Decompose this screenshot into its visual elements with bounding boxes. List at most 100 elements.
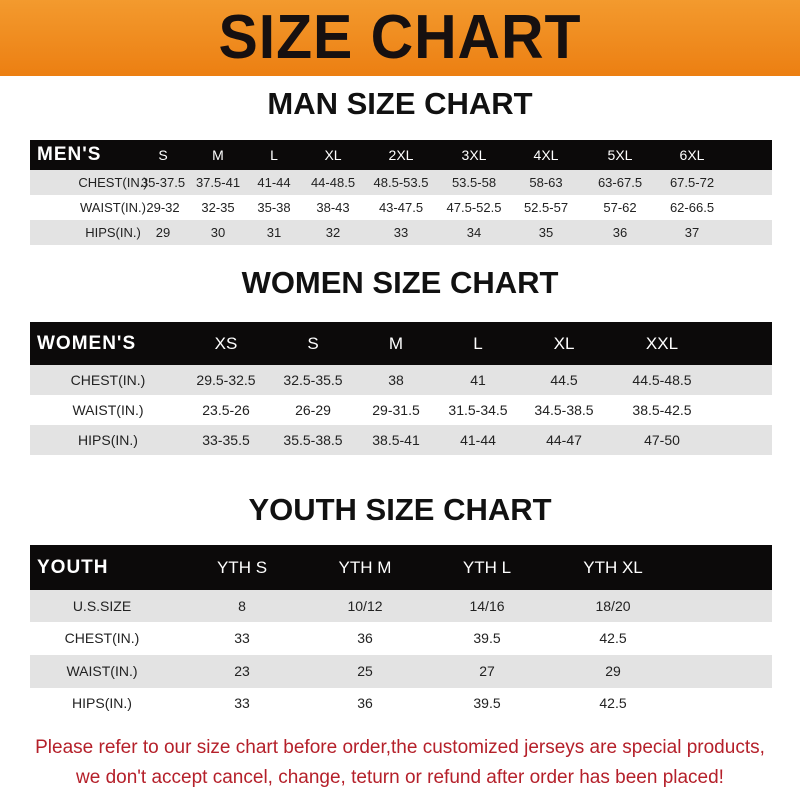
table-cell: 58-63 — [529, 175, 563, 190]
banner: SIZE CHART — [0, 0, 800, 76]
table-cell: 32.5-35.5 — [283, 372, 343, 388]
row-label: U.S.SIZE — [72, 598, 132, 614]
row-label: HIPS(IN.) — [78, 432, 138, 448]
table-cell: 31 — [266, 225, 282, 240]
table-cell: 29-31.5 — [372, 402, 420, 418]
row-label: WAIST(IN.) — [66, 663, 138, 679]
row-label: HIPS(IN.) — [85, 225, 141, 240]
row-label: HIPS(IN.) — [72, 695, 132, 711]
table-cell: 43-47.5 — [378, 200, 424, 215]
size-header-cell: YTH S — [216, 558, 268, 577]
table-cell: 8 — [238, 598, 246, 614]
size-header-cell: XS — [214, 334, 238, 353]
table-cell: 31.5-34.5 — [448, 402, 508, 418]
row-label: CHEST(IN.) — [78, 175, 148, 190]
size-header-cell: S — [158, 147, 168, 163]
table-row: HIPS(IN.) 29 30 31 32 33 34 35 36 37 — [30, 220, 772, 245]
table-cell: 41 — [470, 372, 486, 388]
size-header-cell: M — [212, 147, 224, 163]
table-cell: 36 — [357, 630, 373, 646]
table-cell: 41-44 — [257, 175, 291, 190]
table-cell: 27 — [479, 663, 495, 679]
table-cell: 29 — [605, 663, 621, 679]
table-cell: 67.5-72 — [669, 175, 715, 190]
table-cell: 14/16 — [469, 598, 505, 614]
size-header-cell: XL — [324, 147, 342, 163]
size-header-cell: 2XL — [388, 147, 414, 163]
table-cell: 44-48.5 — [310, 175, 356, 190]
table-cell: 25 — [357, 663, 373, 679]
row-label: CHEST(IN.) — [64, 630, 140, 646]
table-cell: 29.5-32.5 — [196, 372, 256, 388]
table-cell: 37 — [684, 225, 700, 240]
table-cell: 35.5-38.5 — [283, 432, 343, 448]
women-header-row: WOMEN'S XS S M L XL XXL — [30, 322, 772, 365]
row-label: WAIST(IN.) — [72, 402, 144, 418]
size-header-cell: 6XL — [679, 147, 705, 163]
table-cell: 35 — [538, 225, 554, 240]
table-cell: 18/20 — [595, 598, 631, 614]
size-header-cell: L — [270, 147, 278, 163]
men-section-title: MAN SIZE CHART — [267, 86, 533, 121]
table-cell: 42.5 — [599, 630, 627, 646]
table-cell: 44-47 — [546, 432, 582, 448]
table-row: HIPS(IN.) 33-35.5 35.5-38.5 38.5-41 41-44 44-… — [30, 425, 772, 455]
table-cell: 23.5-26 — [202, 402, 250, 418]
row-label: CHEST(IN.) — [70, 372, 146, 388]
table-row: HIPS(IN.) 33 36 39.5 42.5 — [30, 688, 772, 719]
table-cell: 48.5-53.5 — [373, 175, 429, 190]
footer-notice-line2: we don't accept cancel, change, teturn o… — [76, 767, 724, 788]
table-cell: 52.5-57 — [523, 200, 569, 215]
table-cell: 38.5-41 — [372, 432, 420, 448]
table-row: WAIST(IN.) 23 25 27 29 — [30, 655, 772, 688]
men-header-row: MEN'S S M L XL 2XL 3XL 4XL 5XL 6XL — [30, 140, 772, 170]
footer-notice-line1: Please refer to our size chart before or… — [35, 737, 765, 758]
table-cell: 63-67.5 — [597, 175, 643, 190]
table-cell: 36 — [357, 695, 373, 711]
size-header-cell: M — [388, 334, 404, 353]
table-cell: 38-43 — [316, 200, 350, 215]
table-cell: 33 — [234, 630, 250, 646]
table-cell: 36 — [612, 225, 628, 240]
size-header-cell: YTH L — [462, 558, 512, 577]
table-cell: 38 — [388, 372, 404, 388]
table-cell: 44.5-48.5 — [632, 372, 692, 388]
table-row: CHEST(IN.) 33 36 39.5 42.5 — [30, 622, 772, 655]
table-cell: 34.5-38.5 — [534, 402, 594, 418]
table-row: WAIST(IN.) 29-32 32-35 35-38 38-43 43-47.5 47.… — [30, 195, 772, 220]
size-header-cell: 3XL — [461, 147, 487, 163]
table-cell: 33-35.5 — [202, 432, 250, 448]
table-cell: 39.5 — [473, 630, 501, 646]
table-row: CHEST(IN.) 35-37.5 37.5-41 41-44 44-48.5 48.5… — [30, 170, 772, 195]
table-cell: 29-32 — [146, 200, 180, 215]
table-title-cell: MEN'S — [37, 144, 102, 165]
size-header-cell: YTH XL — [583, 558, 643, 577]
table-cell: 44.5 — [550, 372, 578, 388]
table-cell: 33 — [393, 225, 409, 240]
table-cell: 41-44 — [460, 432, 496, 448]
table-cell: 47-50 — [644, 432, 680, 448]
table-cell: 30 — [210, 225, 226, 240]
size-header-cell: 5XL — [607, 147, 633, 163]
table-cell: 37.5-41 — [195, 175, 241, 190]
table-cell: 32-35 — [201, 200, 235, 215]
table-cell: 42.5 — [599, 695, 627, 711]
table-row: WAIST(IN.) 23.5-26 26-29 29-31.5 31.5-34.5 34… — [30, 395, 772, 425]
size-header-cell: XXL — [645, 334, 679, 353]
size-header-cell: YTH M — [338, 558, 392, 577]
table-row: U.S.SIZE 8 10/12 14/16 18/20 — [30, 590, 772, 622]
table-cell: 26-29 — [295, 402, 331, 418]
women-section-title: WOMEN SIZE CHART — [241, 265, 559, 300]
row-label: WAIST(IN.) — [80, 200, 146, 215]
table-cell: 33 — [234, 695, 250, 711]
table-cell: 38.5-42.5 — [632, 402, 692, 418]
table-cell: 35-37.5 — [140, 175, 186, 190]
table-cell: 62-66.5 — [669, 200, 715, 215]
table-row: CHEST(IN.) 29.5-32.5 32.5-35.5 38 41 44.5 44.5… — [30, 365, 772, 395]
table-cell: 23 — [234, 663, 250, 679]
size-header-cell: 4XL — [533, 147, 559, 163]
size-header-cell: XL — [553, 334, 575, 353]
size-header-cell: L — [473, 334, 483, 353]
table-title-cell: WOMEN'S — [37, 333, 137, 354]
table-cell: 34 — [466, 225, 482, 240]
